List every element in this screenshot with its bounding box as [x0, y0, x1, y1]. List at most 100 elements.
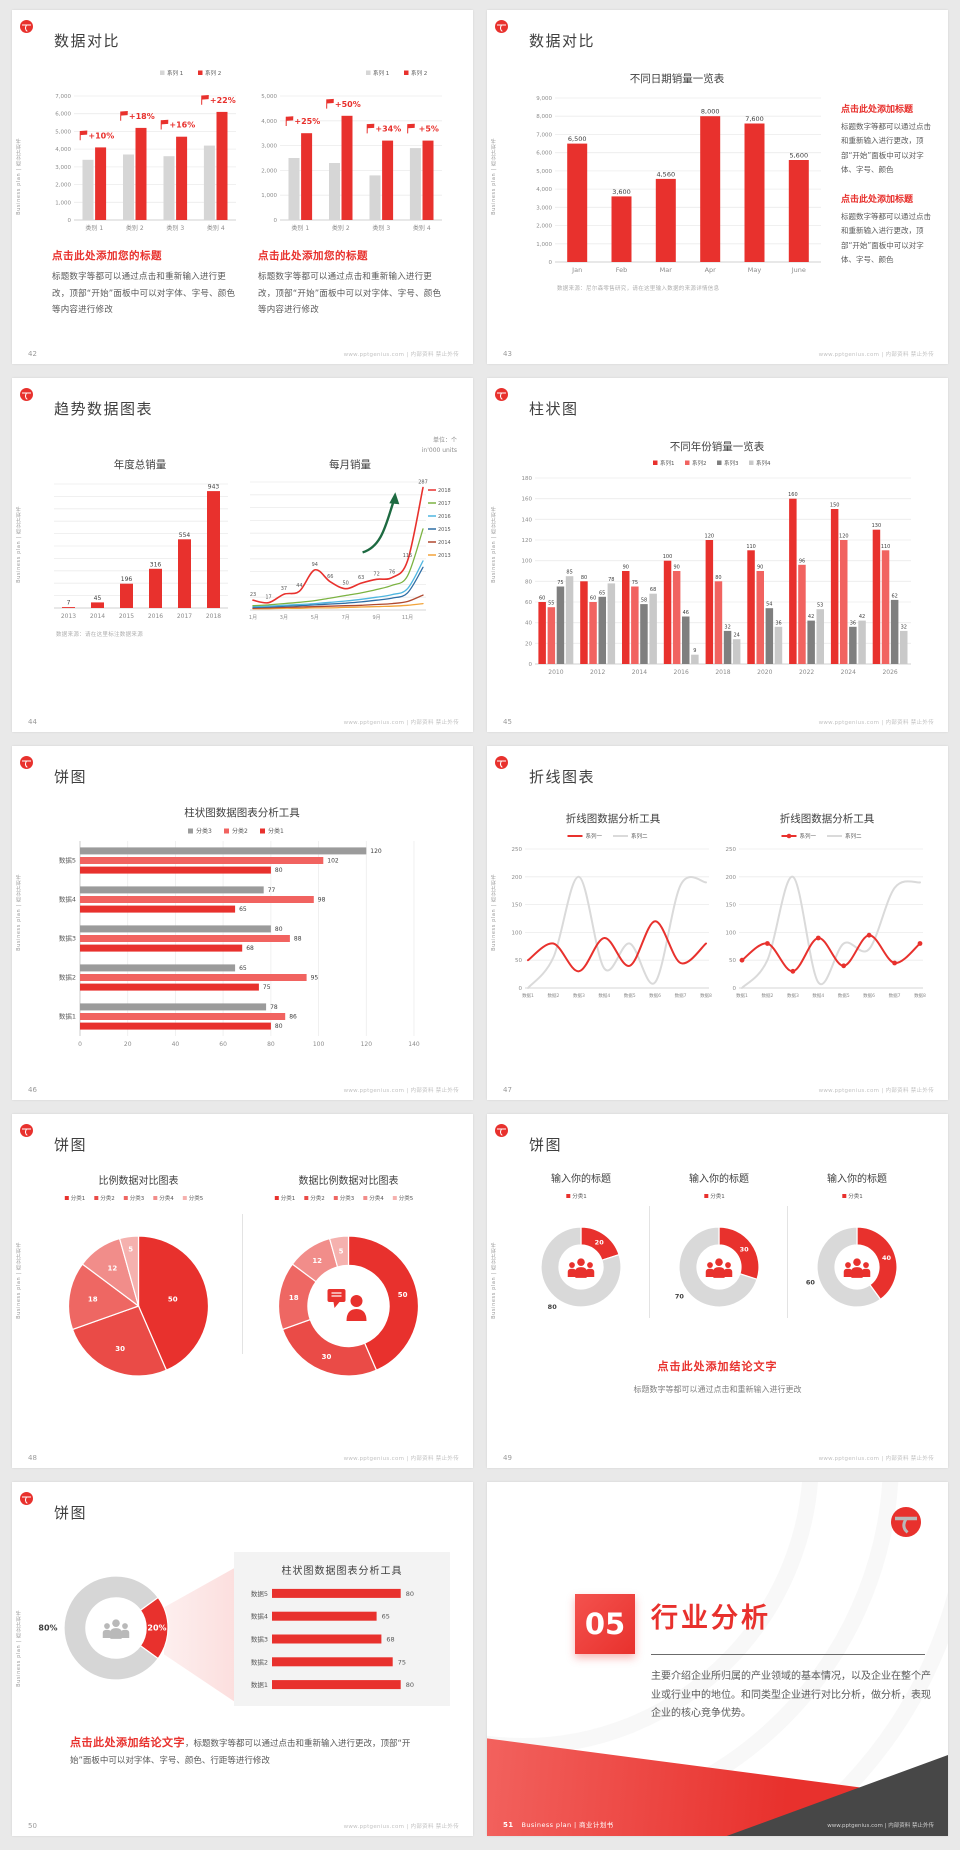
svg-text:5,000: 5,000: [536, 169, 552, 175]
svg-text:数据7: 数据7: [889, 992, 901, 999]
page-number: 50: [28, 1822, 37, 1830]
svg-text:不同年份销量一览表: 不同年份销量一览表: [670, 440, 765, 453]
slide-43[interactable]: Business plan | 商业计划书 数据对比 不同日期销量一览表 0 1,0…: [487, 10, 948, 364]
footer-site: www.pptgenius.com | 内部资料 禁止外传: [343, 1824, 459, 1830]
svg-text:2020: 2020: [757, 669, 772, 676]
svg-text:7月: 7月: [342, 615, 350, 621]
svg-text:80: 80: [267, 1041, 275, 1048]
svg-text:输入你的标题: 输入你的标题: [827, 1172, 887, 1185]
svg-text:1,000: 1,000: [261, 193, 277, 199]
svg-text:2016: 2016: [148, 613, 163, 620]
svg-text:316: 316: [150, 561, 162, 568]
section-body: 主要介绍企业所归属的产业领域的基本情况，以及企业在整个产业或行业中的地位。和同类…: [651, 1671, 931, 1719]
svg-text:数据3: 数据3: [59, 934, 76, 943]
svg-text:2010: 2010: [548, 669, 563, 676]
svg-text:类别 4: 类别 4: [413, 224, 431, 232]
footer-site: www.pptgenius.com | 内部资料 禁止外传: [818, 720, 934, 726]
svg-text:分类2: 分类2: [232, 827, 248, 835]
chart-annual-sales: 年度总销量 7 2013 45 2014 196 2015 316 2016 554 2017 943…: [46, 456, 234, 628]
svg-text:2,000: 2,000: [55, 183, 71, 189]
svg-text:分类3: 分类3: [196, 827, 212, 835]
slide-48[interactable]: Business plan | 商业计划书 饼图 比例数据对比图表 分类1 分类2 分…: [12, 1114, 473, 1468]
svg-text:3月: 3月: [280, 615, 288, 621]
text-block-body: 标题数字等都可以通过点击和重新输入进行更改，顶部“开始”面板中可以对字体、字号、…: [841, 212, 931, 264]
svg-text:2014: 2014: [90, 613, 105, 620]
divider: [242, 1214, 243, 1354]
svg-text:100: 100: [512, 930, 523, 936]
svg-text:554: 554: [179, 532, 191, 539]
svg-text:1,000: 1,000: [536, 242, 552, 248]
chart-donut-20: 输入你的标题 分类1 20 80: [515, 1170, 647, 1332]
svg-text:Jan: Jan: [571, 266, 582, 274]
svg-text:Feb: Feb: [616, 266, 628, 274]
slide-51[interactable]: 05 行业分析 主要介绍企业所归属的产业领域的基本情况，以及企业在整个产业或行业…: [487, 1482, 948, 1836]
svg-text:65: 65: [599, 590, 605, 596]
svg-text:4,000: 4,000: [536, 187, 552, 193]
slide-50[interactable]: Business plan | 商业计划书 饼图 20% 80% 柱状图数据图表分…: [12, 1482, 473, 1836]
sidebar-vertical-text: Business plan | 商业计划书: [491, 138, 497, 215]
svg-text:5月: 5月: [311, 615, 319, 621]
sidebar-vertical-text: Business plan | 商业计划书: [16, 874, 22, 951]
bar-panel: 柱状图数据图表分析工具 数据5 80 数据4 65 数据3 68 数据2 75 数据1 80: [234, 1552, 450, 1706]
svg-text:+18%: +18%: [129, 112, 155, 121]
svg-text:数据6: 数据6: [863, 992, 875, 999]
svg-text:2018: 2018: [715, 669, 730, 676]
svg-text:102: 102: [327, 858, 339, 865]
svg-text:2015: 2015: [438, 527, 451, 533]
svg-text:0: 0: [274, 218, 278, 224]
svg-text:分类2: 分类2: [310, 1194, 325, 1202]
svg-text:18: 18: [289, 1294, 299, 1302]
footer-site: www.pptgenius.com | 内部资料 禁止外传: [818, 1456, 934, 1462]
svg-text:分类4: 分类4: [369, 1194, 384, 1202]
svg-text:7,600: 7,600: [745, 115, 764, 123]
caption-body: 标题数字等都可以通过点击和重新输入进行更改，顶部“开始”面板中可以对字体、字号、…: [52, 272, 236, 316]
svg-text:110: 110: [746, 544, 756, 550]
chart-monthly-sales: 不同日期销量一览表 0 1,000 2,000 3,000 4,000 5,000 6,000…: [527, 70, 827, 282]
panel-title: 柱状图数据图表分析工具: [281, 1566, 403, 1577]
svg-text:130: 130: [872, 523, 882, 529]
slide-49[interactable]: Business plan | 商业计划书 饼图 输入你的标题 分类1 20 80 输…: [487, 1114, 948, 1468]
svg-text:115: 115: [403, 553, 413, 559]
svg-text:系列二: 系列二: [631, 832, 648, 840]
svg-text:0: 0: [78, 1041, 82, 1048]
svg-text:3,000: 3,000: [536, 205, 552, 211]
slide-46[interactable]: Business plan | 商业计划书 饼图 柱状图数据图表分析工具 分类3 分…: [12, 746, 473, 1100]
svg-text:60: 60: [539, 596, 545, 602]
slide-47[interactable]: Business plan | 商业计划书 折线图表 折线图数据分析工具 系列一 系…: [487, 746, 948, 1100]
svg-text:May: May: [748, 266, 762, 274]
svg-text:70: 70: [675, 1292, 685, 1300]
conclusion-body: 标题数字等都可以通过点击和重新输入进行更改: [633, 1385, 802, 1394]
svg-text:88: 88: [294, 936, 302, 943]
svg-text:0: 0: [733, 986, 737, 992]
svg-text:9: 9: [693, 648, 696, 654]
svg-text:50: 50: [168, 1295, 178, 1303]
unit-label: 单位：个 in'000 units: [422, 436, 457, 455]
footer-site: www.pptgenius.com | 内部资料 禁止外传: [818, 352, 934, 358]
svg-text:86: 86: [289, 1014, 297, 1021]
chart-donut-80-20: 20% 80%: [36, 1558, 186, 1694]
svg-text:100: 100: [663, 554, 673, 560]
page-number: 49: [503, 1454, 512, 1462]
slide-45[interactable]: Business plan | 商业计划书 柱状图 不同年份销量一览表 系列1 系列…: [487, 378, 948, 732]
svg-text:63: 63: [358, 575, 364, 581]
svg-text:数据1: 数据1: [59, 1012, 76, 1021]
svg-text:80: 80: [275, 926, 283, 933]
chart-donut-40: 输入你的标题 分类1 40 60: [791, 1170, 923, 1332]
svg-text:类别 2: 类别 2: [126, 224, 144, 232]
slide-44[interactable]: Business plan | 商业计划书 趋势数据图表 单位：个 in'000…: [12, 378, 473, 732]
svg-text:120: 120: [839, 534, 849, 540]
brand-logo-icon: [20, 754, 33, 769]
svg-text:2024: 2024: [841, 669, 856, 676]
footer-site: www.pptgenius.com | 内部资料 禁止外传: [343, 1088, 459, 1094]
svg-text:32: 32: [724, 624, 730, 630]
svg-text:20%: 20%: [147, 1624, 166, 1633]
svg-text:80: 80: [581, 575, 587, 581]
svg-text:1,000: 1,000: [55, 200, 71, 206]
svg-text:60: 60: [590, 596, 596, 602]
slide-42[interactable]: Business plan | 商业计划书 数据对比 系列 1 系列 2 0 1,00…: [12, 10, 473, 364]
svg-text:+50%: +50%: [335, 100, 361, 109]
svg-text:数据3: 数据3: [787, 992, 799, 999]
svg-text:数据1: 数据1: [736, 992, 748, 999]
svg-text:+25%: +25%: [294, 117, 320, 126]
svg-text:8,000: 8,000: [536, 114, 552, 120]
